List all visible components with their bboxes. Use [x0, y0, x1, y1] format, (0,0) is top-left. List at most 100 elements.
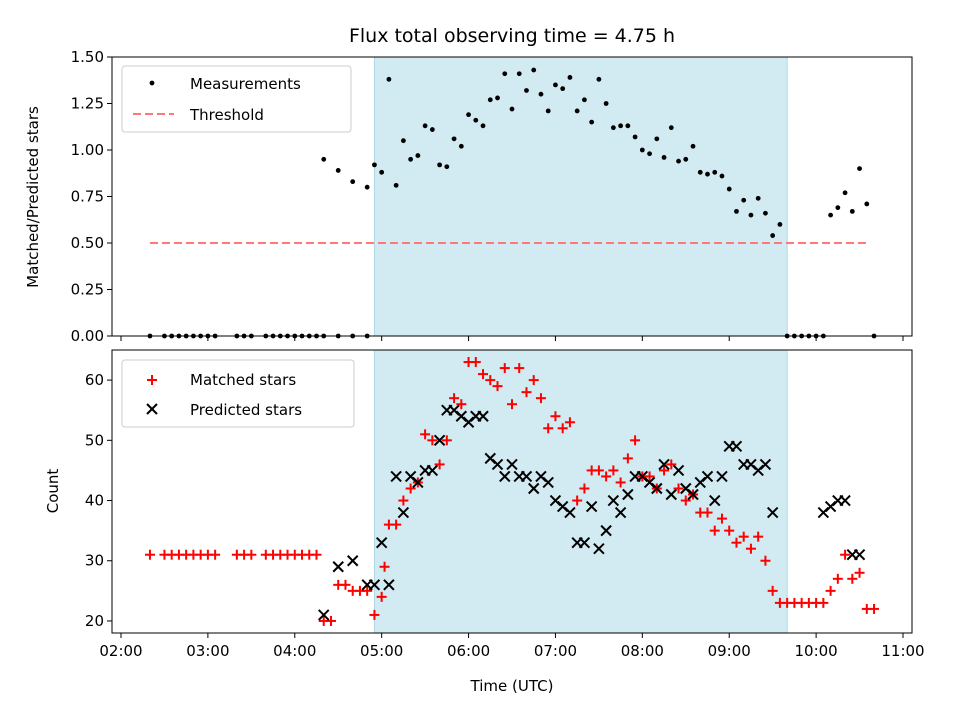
- measurement-point: [524, 88, 529, 93]
- x-axis-label: Time (UTC): [470, 677, 554, 695]
- legend-measurements-label: Measurements: [190, 75, 301, 93]
- x-tick-label: 06:00: [447, 642, 490, 660]
- matched-star-point: [485, 375, 496, 386]
- matched-star-point: [470, 357, 481, 368]
- matched-star-point: [738, 531, 749, 542]
- y-tick-label: 30: [85, 552, 104, 570]
- measurement-point: [654, 136, 660, 142]
- predicted-star-point: [491, 458, 504, 471]
- matched-star-point: [434, 459, 445, 470]
- y-tick-label: 60: [85, 371, 104, 389]
- predicted-star-point: [665, 488, 678, 501]
- measurement-point: [545, 108, 551, 114]
- measurement-point: [372, 162, 377, 168]
- predicted-star-point: [853, 549, 866, 561]
- measurement-point: [610, 125, 616, 131]
- measurement-point: [516, 71, 522, 77]
- measurement-point: [835, 205, 841, 211]
- measurement-point: [480, 123, 486, 129]
- predicted-star-point: [585, 500, 598, 513]
- measurement-point: [639, 147, 645, 153]
- matched-star-point: [420, 429, 431, 440]
- matched-star-point: [659, 465, 670, 476]
- matched-star-point: [441, 435, 452, 446]
- predicted-star-point: [375, 536, 388, 549]
- predicted-star-point: [622, 488, 634, 501]
- matched-star-point: [362, 585, 373, 596]
- measurement-point: [458, 143, 464, 149]
- measurement-point: [842, 190, 848, 196]
- matched-star-point: [543, 423, 554, 434]
- measurement-point: [502, 71, 508, 77]
- measurement-point: [755, 195, 761, 201]
- matched-star-point: [847, 573, 858, 584]
- matched-star-point: [521, 387, 532, 398]
- measurement-points: [147, 67, 877, 339]
- matched-star-point: [854, 567, 865, 578]
- measurement-point: [690, 143, 696, 149]
- matched-star-point: [630, 435, 641, 446]
- measurement-point: [719, 173, 725, 179]
- matched-star-point: [767, 585, 778, 596]
- matched-star-point: [376, 591, 387, 602]
- x-tick-label: 05:00: [360, 642, 403, 660]
- y-tick-label: 0.50: [71, 234, 104, 252]
- observing-window-bottom: [373, 349, 788, 634]
- measurement-point: [596, 76, 602, 82]
- matched-star-point: [550, 411, 561, 422]
- measurement-point: [437, 162, 442, 168]
- measurement-point: [393, 182, 399, 188]
- predicted-star-point: [368, 579, 381, 591]
- measurement-point: [466, 112, 471, 118]
- matched-star-point: [666, 459, 677, 470]
- y-tick-label: 50: [85, 431, 104, 449]
- measurement-point: [632, 134, 638, 140]
- bottom-panel: 20 30 40 50 60 02:00 03:00 04:00 05:00 06:00 07:0…: [44, 349, 925, 695]
- predicted-star-point: [412, 476, 424, 489]
- measurement-point: [444, 164, 450, 170]
- matched-star-point: [514, 363, 525, 374]
- matched-star-point: [615, 477, 626, 488]
- predicted-star-point: [506, 458, 518, 471]
- predicted-star-point: [433, 434, 446, 447]
- predicted-star-point: [709, 494, 721, 507]
- measurement-point: [618, 123, 624, 129]
- predicted-star-point: [672, 464, 685, 477]
- legend-predicted-label: Predicted stars: [190, 401, 302, 419]
- measurement-point: [661, 155, 667, 160]
- bottom-panel-frame: [111, 349, 913, 634]
- y-tick-label: 0.75: [71, 188, 104, 206]
- measurement-point: [451, 136, 457, 142]
- predicted-star-point: [600, 524, 612, 537]
- predicted-star-point: [716, 470, 728, 483]
- measurement-point: [495, 95, 500, 101]
- predicted-star-point: [687, 488, 699, 501]
- matched-star-point: [369, 609, 380, 620]
- top-legend: Measurements Threshold: [121, 65, 352, 133]
- measurement-point: [364, 184, 370, 190]
- measurement-point: [422, 123, 428, 129]
- measurement-point: [647, 151, 652, 157]
- top-legend-box: [121, 65, 352, 133]
- x-tick-label: 03:00: [186, 642, 229, 660]
- matched-stars-points: [144, 357, 880, 626]
- matched-star-point: [379, 561, 390, 572]
- matched-star-point: [427, 435, 438, 446]
- predicted-star-point: [766, 506, 779, 519]
- predicted-star-point: [397, 506, 410, 519]
- measurement-point: [683, 156, 689, 162]
- measurement-point: [705, 171, 710, 177]
- predicted-star-point: [318, 609, 330, 621]
- measurement-point: [538, 91, 544, 97]
- matched-star-point: [144, 549, 155, 560]
- measurement-point: [777, 222, 783, 227]
- measurement-point: [712, 169, 718, 175]
- matched-star-point: [579, 483, 590, 494]
- legend-threshold-label: Threshold: [189, 106, 264, 124]
- matched-star-point: [456, 399, 467, 410]
- measurement-point: [386, 76, 392, 82]
- matched-star-point: [869, 603, 880, 614]
- matched-star-point: [753, 531, 764, 542]
- matched-star-point: [840, 549, 851, 560]
- predicted-star-point: [390, 470, 402, 483]
